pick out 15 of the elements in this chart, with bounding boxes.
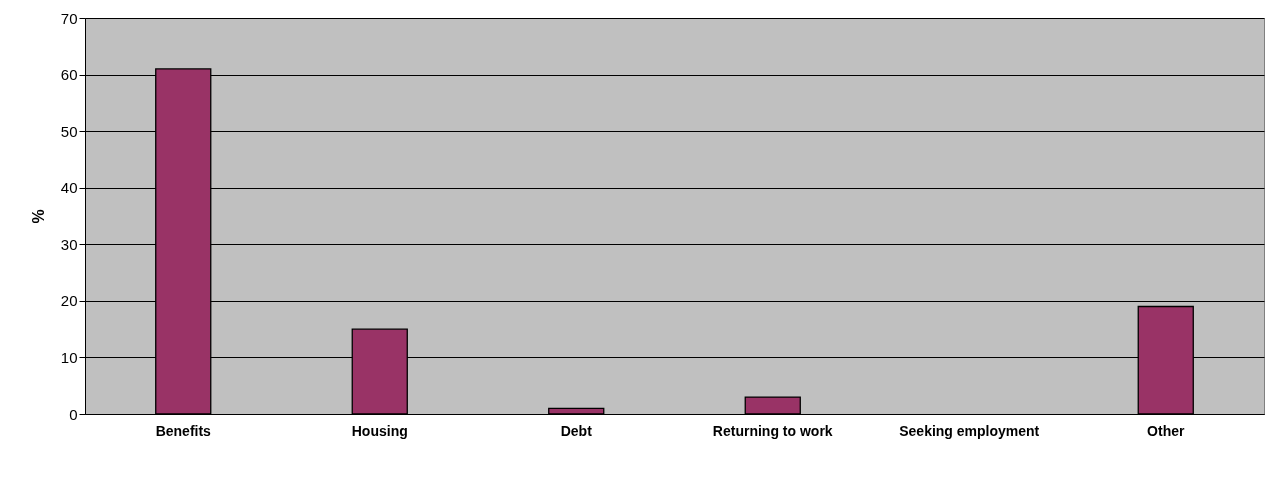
y-tick-label: 10 (60, 348, 78, 366)
x-tick-label: Returning to work (712, 422, 833, 439)
y-tick-label: 60 (60, 66, 78, 84)
y-tick-label: 50 (60, 122, 78, 140)
y-tick-label: 40 (60, 179, 78, 197)
y-tick-label: 20 (60, 292, 78, 310)
y-axis-title: % (29, 209, 47, 224)
x-tick-label: Debt (560, 422, 593, 439)
x-tick-label: Housing (351, 422, 408, 439)
y-tick-label: 30 (60, 235, 78, 253)
x-tick-label: Other (1147, 422, 1185, 439)
y-tick-label: 0 (69, 405, 78, 423)
x-tick-label: Seeking employment (899, 422, 1040, 439)
y-tick-label: 70 (60, 9, 78, 27)
x-tick-label: Benefits (155, 422, 212, 439)
